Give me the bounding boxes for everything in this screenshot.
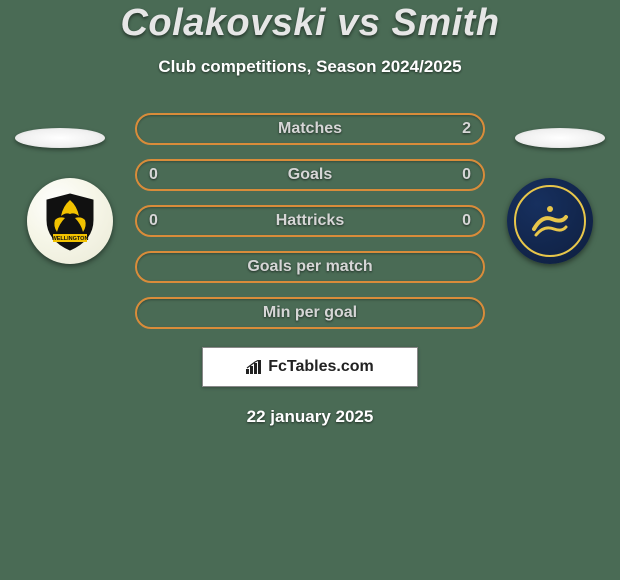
stat-left-value: 0 [149, 212, 158, 230]
stat-label: Hattricks [276, 212, 344, 230]
phoenix-crest-icon: WELLINGTON [39, 190, 101, 252]
mariners-crest-icon [514, 185, 586, 257]
brand-link[interactable]: FcTables.com [202, 347, 418, 387]
team-badge-right-circle [507, 178, 593, 264]
stats-list: Matches 2 0 Goals 0 0 Hattricks 0 Goals … [135, 113, 485, 329]
page-subtitle: Club competitions, Season 2024/2025 [158, 57, 461, 77]
stat-row-goals: 0 Goals 0 [135, 159, 485, 191]
team-badge-left-circle: WELLINGTON [27, 178, 113, 264]
infographic-root: Colakovski vs Smith Club competitions, S… [0, 0, 620, 427]
stat-row-goals-per-match: Goals per match [135, 251, 485, 283]
stat-right-value: 0 [462, 212, 471, 230]
page-title: Colakovski vs Smith [120, 2, 499, 45]
stat-label: Matches [278, 120, 342, 138]
stat-row-matches: Matches 2 [135, 113, 485, 145]
stat-left-value: 0 [149, 166, 158, 184]
stat-row-hattricks: 0 Hattricks 0 [135, 205, 485, 237]
date-label: 22 january 2025 [247, 407, 374, 427]
stat-row-min-per-goal: Min per goal [135, 297, 485, 329]
team-badge-left: WELLINGTON [20, 178, 120, 264]
stat-label: Goals [288, 166, 332, 184]
player-left-oval [15, 128, 105, 148]
bar-chart-icon [246, 360, 264, 374]
stat-label: Goals per match [247, 258, 372, 276]
stat-right-value: 0 [462, 166, 471, 184]
stat-label: Min per goal [263, 304, 357, 322]
team-badge-right [500, 178, 600, 264]
brand-text: FcTables.com [268, 358, 374, 376]
player-right-oval [515, 128, 605, 148]
stat-right-value: 2 [462, 120, 471, 138]
svg-text:WELLINGTON: WELLINGTON [52, 236, 89, 242]
